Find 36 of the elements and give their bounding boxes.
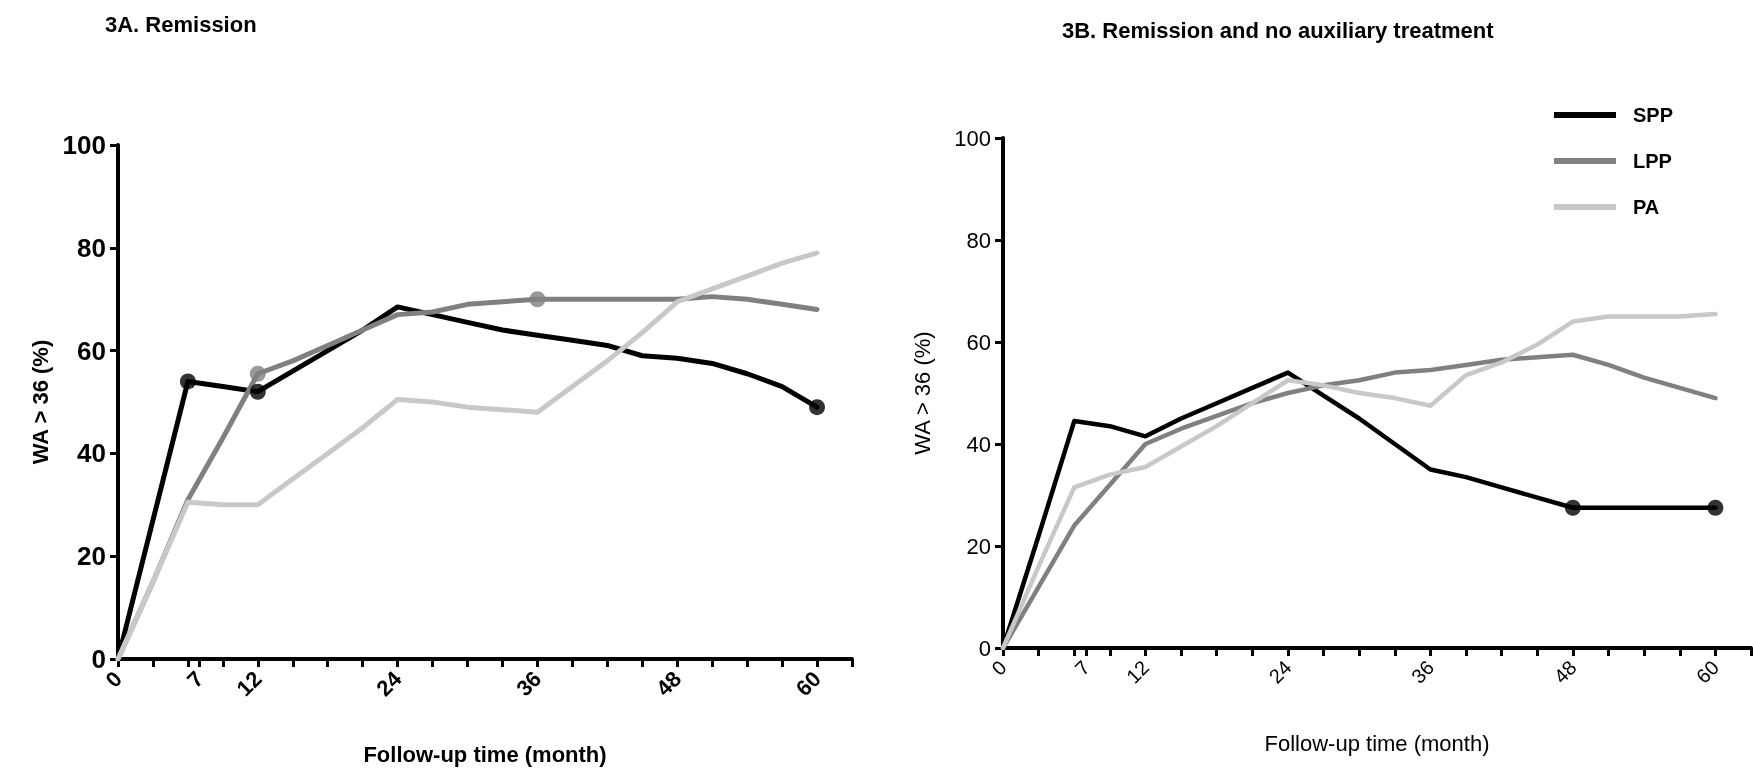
y-tick-label: 80 — [966, 227, 991, 253]
x-tick-label: 24 — [1264, 656, 1296, 688]
point — [809, 399, 826, 416]
y-tick-label: 60 — [77, 335, 106, 366]
x-tick-label: 48 — [651, 666, 687, 702]
chart-title: 3A. Remission — [105, 11, 257, 37]
point — [249, 383, 266, 400]
y-tick-label: 20 — [77, 541, 106, 572]
y-tick-label: 20 — [966, 533, 991, 559]
y-tick-label: 60 — [966, 329, 991, 355]
point — [529, 291, 546, 308]
x-tick-label: 12 — [1121, 656, 1154, 688]
point — [249, 365, 266, 382]
chart-title: 3B. Remission and no auxiliary treatment — [1062, 17, 1495, 43]
y-tick-label: 40 — [966, 431, 991, 457]
x-axis-title: Follow-up time (month) — [363, 741, 607, 767]
y-tick-label: 40 — [77, 438, 106, 469]
y-tick-label: 80 — [77, 232, 106, 263]
legend-label: PA — [1632, 196, 1660, 218]
y-axis-title: WA > 36 (%) — [909, 331, 935, 455]
point — [179, 373, 196, 390]
x-axis-title: Follow-up time (month) — [1264, 730, 1490, 756]
x-tick-label: 12 — [231, 666, 267, 702]
y-tick-label: 100 — [62, 130, 106, 160]
y-axis-title: WA > 36 (%) — [28, 339, 54, 465]
x-tick-label: 60 — [1691, 656, 1724, 688]
x-tick-label: 60 — [790, 666, 826, 702]
legend-label: SPP — [1632, 104, 1674, 126]
x-tick-label: 36 — [1406, 656, 1439, 688]
y-tick-label: 100 — [954, 125, 991, 151]
x-tick-label: 36 — [511, 666, 547, 702]
x-tick-label: 7 — [182, 666, 209, 693]
x-tick-label: 7 — [1070, 656, 1094, 680]
x-tick-label: 48 — [1549, 656, 1581, 688]
x-tick-label: 24 — [371, 665, 407, 702]
legend-label: LPP — [1632, 150, 1672, 172]
